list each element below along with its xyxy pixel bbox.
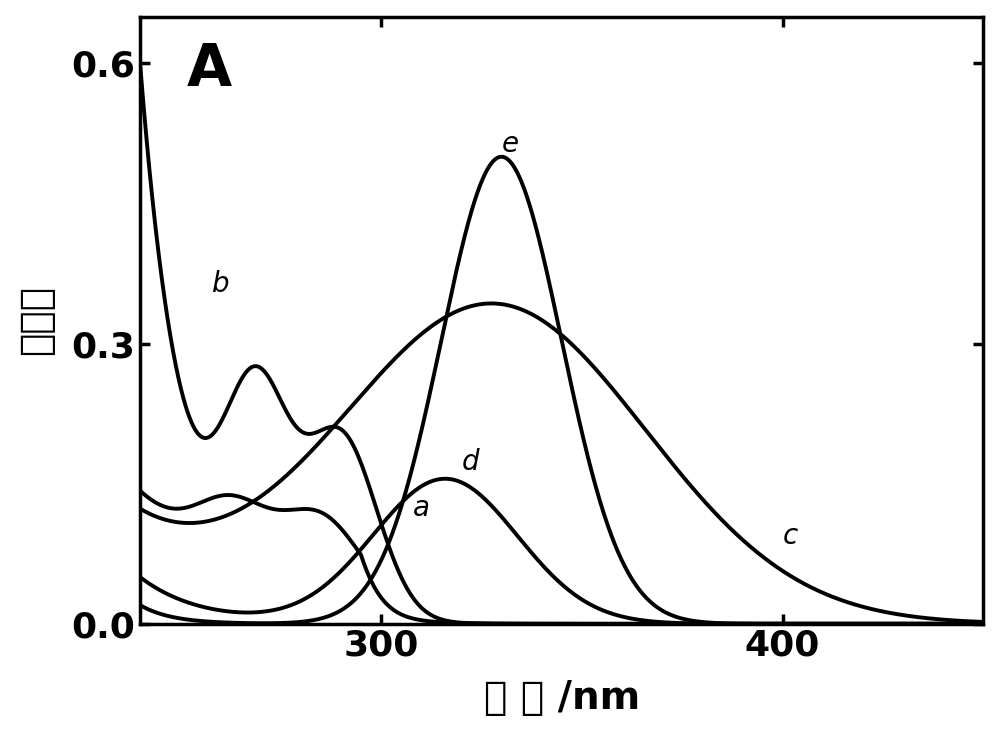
X-axis label: 波 长 /nm: 波 长 /nm xyxy=(484,680,640,717)
Text: d: d xyxy=(461,448,479,476)
Text: e: e xyxy=(501,130,519,158)
Text: a: a xyxy=(413,495,430,523)
Text: b: b xyxy=(212,270,230,298)
Text: A: A xyxy=(186,41,232,98)
Y-axis label: 吸光度: 吸光度 xyxy=(17,286,55,355)
Text: c: c xyxy=(783,523,798,550)
